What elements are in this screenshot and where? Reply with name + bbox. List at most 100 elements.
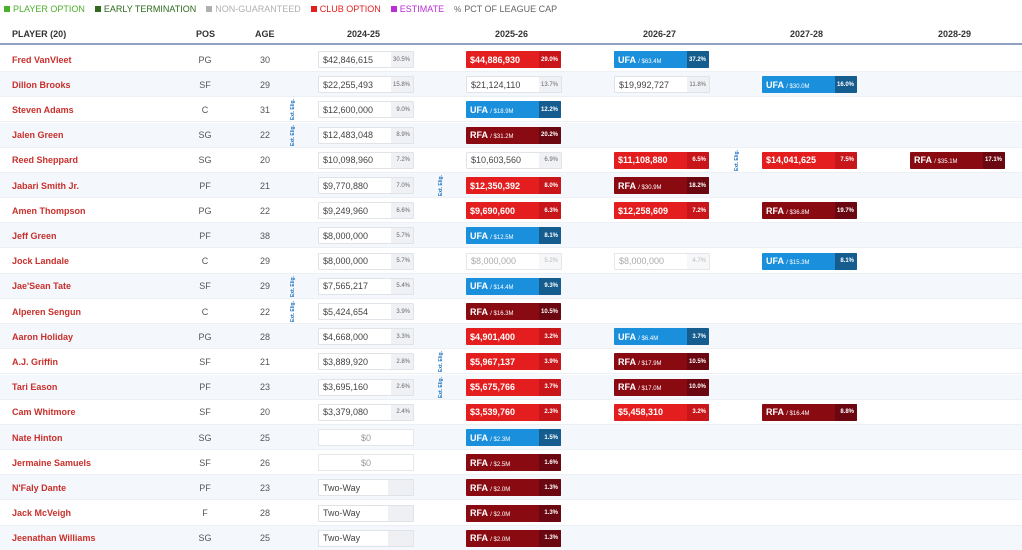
fa-projected: / $2.0M [490, 512, 511, 519]
salary-y1-zero[interactable]: $0 [318, 429, 414, 446]
player-name-link[interactable]: A.J. Griffin [12, 356, 59, 367]
player-name-link[interactable]: N'Faly Dante [12, 482, 67, 493]
player-age: 29 [259, 256, 270, 267]
player-name-link[interactable]: Jermaine Samuels [12, 457, 92, 468]
salary-y1-gt[interactable]: $12,600,000 9.0% [318, 101, 414, 119]
salary-y2-ufa[interactable]: UFA / $2.3M 1.5% [466, 429, 561, 446]
salary-y1-gt[interactable]: $4,668,000 3.3% [318, 328, 414, 346]
salary-amount: $9,690,600 [470, 205, 516, 216]
header-2024-25[interactable]: 2024-25 [347, 29, 381, 39]
salary-y2-rfa[interactable]: RFA / $2.5M 1.6% [466, 454, 561, 472]
player-name-link[interactable]: Jabari Smith Jr. [12, 180, 80, 191]
salary-y3-ufa[interactable]: UFA / $63.4M 37.2% [614, 51, 709, 68]
header-2025-26[interactable]: 2025-26 [495, 29, 529, 39]
salary-y2-club[interactable]: $3,539,760 2.3% [466, 403, 561, 421]
salary-y1-gt[interactable]: $9,249,960 6.6% [318, 202, 414, 220]
player-name-link[interactable]: Jeenathan Williams [12, 533, 96, 544]
player-name-link[interactable]: Jack McVeigh [12, 508, 72, 519]
header-2027-28[interactable]: 2027-28 [790, 29, 824, 39]
player-name-link[interactable]: Nate Hinton [12, 432, 63, 443]
header-age[interactable]: AGE [255, 29, 275, 39]
salary-y1-gt[interactable]: $10,098,960 7.2% [318, 151, 414, 169]
salary-y3-club[interactable]: $11,108,880 6.5% [614, 151, 709, 169]
salary-y1-twoway[interactable]: Two-Way [318, 504, 414, 522]
salary-y1-gt[interactable]: $3,379,080 2.4% [318, 403, 414, 421]
player-name-link[interactable]: Reed Sheppard [12, 155, 79, 166]
pct-of-cap: 17.1% [983, 151, 1005, 169]
header-2026-27[interactable]: 2026-27 [643, 29, 677, 39]
free-agent-label: RFA / $2.5M [466, 458, 539, 468]
pct-of-cap: 2.6% [391, 379, 413, 395]
salary-y4-ufa[interactable]: UFA / $30.0M 16.0% [762, 76, 857, 94]
player-name-link[interactable]: Aaron Holiday [12, 331, 74, 342]
salary-y1-gt[interactable]: $7,565,217 5.4% [318, 277, 414, 295]
salary-y2-rfa[interactable]: RFA / $2.0M 1.3% [466, 479, 561, 497]
salary-y5-rfa[interactable]: RFA / $35.1M 17.1% [910, 151, 1005, 169]
pct-of-cap: 7.0% [391, 178, 413, 193]
salary-y1-gt[interactable]: $9,770,880 7.0% [318, 177, 414, 194]
salary-y1-gt[interactable]: $5,424,654 3.9% [318, 303, 414, 320]
player-name-link[interactable]: Cam Whitmore [12, 407, 76, 418]
salary-y1-gt[interactable]: $12,483,048 8.9% [318, 126, 414, 144]
salary-y1-gt[interactable]: $8,000,000 5.7% [318, 227, 414, 245]
pct-of-cap: 15.8% [391, 77, 413, 93]
table-row: Steven Adams C 31 $12,600,000 9.0% UFA / $18.… [0, 97, 1022, 123]
salary-y2-rfa[interactable]: RFA / $2.0M 1.3% [466, 529, 561, 547]
salary-y1-twoway[interactable]: Two-Way [318, 479, 414, 497]
salary-y2-ufa[interactable]: UFA / $14.4M 9.3% [466, 277, 561, 295]
salary-y1-gt[interactable]: $3,889,920 2.8% [318, 353, 414, 371]
pct-of-cap: 2.4% [391, 404, 413, 420]
player-pos: PG [198, 205, 212, 216]
salary-y1-twoway[interactable]: Two-Way [318, 529, 414, 547]
player-name-link[interactable]: Fred VanVleet [12, 54, 72, 65]
legend-item: NON-GUARANTEED [206, 4, 301, 14]
salary-y2-club[interactable]: $5,675,766 3.7% [466, 378, 561, 396]
salary-y2-rfa[interactable]: RFA / $31.2M 20.2% [466, 126, 561, 144]
salary-y2-club[interactable]: $4,901,400 3.2% [466, 328, 561, 346]
salary-y1-gt[interactable]: $8,000,000 5.7% [318, 252, 414, 270]
salary-y2-gt[interactable]: $21,124,110 13.7% [466, 76, 562, 94]
header-2028-29[interactable]: 2028-29 [938, 29, 972, 39]
salary-y4-club[interactable]: $14,041,625 7.5% [762, 151, 857, 169]
header-player[interactable]: PLAYER (20) [12, 29, 67, 39]
player-name-link[interactable]: Jalen Green [12, 130, 64, 141]
salary-y3-ng[interactable]: $8,000,000 4.7% [614, 252, 710, 270]
fa-projected: / $35.1M [934, 159, 958, 166]
salary-y1-gt[interactable]: $3,695,160 2.6% [318, 378, 414, 396]
header-pos[interactable]: POS [196, 29, 216, 39]
salary-y2-ufa[interactable]: UFA / $18.9M 12.2% [466, 101, 561, 119]
salary-y4-ufa[interactable]: UFA / $15.3M 8.1% [762, 252, 857, 270]
salary-y1-gt[interactable]: $22,255,493 15.8% [318, 76, 414, 94]
salary-y3-club[interactable]: $12,258,609 7.2% [614, 202, 709, 220]
salary-y3-rfa[interactable]: RFA / $17.9M 10.5% [614, 353, 709, 371]
salary-y3-ufa[interactable]: UFA / $6.4M 3.7% [614, 328, 709, 346]
salary-y4-rfa[interactable]: RFA / $36.8M 19.7% [762, 202, 857, 220]
salary-y3-rfa[interactable]: RFA / $17.0M 10.0% [614, 378, 709, 396]
salary-y1-zero[interactable]: $0 [318, 454, 414, 472]
player-name-link[interactable]: Jae'Sean Tate [12, 281, 72, 292]
salary-y2-rfa[interactable]: RFA / $16.3M 10.5% [466, 303, 561, 320]
salary-y2-gt[interactable]: $10,603,560 6.9% [466, 151, 562, 169]
player-name-link[interactable]: Alperen Sengun [12, 306, 82, 317]
salary-y3-gt[interactable]: $19,992,727 11.8% [614, 76, 710, 94]
salary-y2-ng[interactable]: $8,000,000 5.2% [466, 252, 562, 270]
salary-y4-rfa[interactable]: RFA / $16.4M 8.8% [762, 403, 857, 421]
player-name-link[interactable]: Dillon Brooks [12, 79, 71, 90]
player-name-link[interactable]: Jock Landale [12, 256, 70, 267]
player-name-link[interactable]: Amen Thompson [12, 205, 86, 216]
salary-y2-club[interactable]: $5,967,137 3.9% [466, 353, 561, 371]
free-agent-label: UFA / $6.4M [614, 332, 687, 342]
salary-y2-ufa[interactable]: UFA / $12.5M 8.1% [466, 227, 561, 245]
salary-y2-club[interactable]: $44,886,930 29.0% [466, 51, 561, 68]
fa-type: UFA [470, 432, 488, 443]
salary-y3-rfa[interactable]: RFA / $30.9M 18.2% [614, 177, 709, 194]
player-name-link[interactable]: Jeff Green [12, 230, 57, 241]
salary-y2-rfa[interactable]: RFA / $2.0M 1.3% [466, 504, 561, 522]
salary-y2-club[interactable]: $12,350,392 8.0% [466, 177, 561, 194]
salary-y3-club[interactable]: $5,458,310 3.2% [614, 403, 709, 421]
salary-y1-gt[interactable]: $42,846,615 30.5% [318, 51, 414, 68]
player-age: 38 [259, 230, 270, 241]
salary-y2-club[interactable]: $9,690,600 6.3% [466, 202, 561, 220]
player-name-link[interactable]: Tari Eason [12, 382, 58, 393]
player-name-link[interactable]: Steven Adams [12, 104, 74, 115]
